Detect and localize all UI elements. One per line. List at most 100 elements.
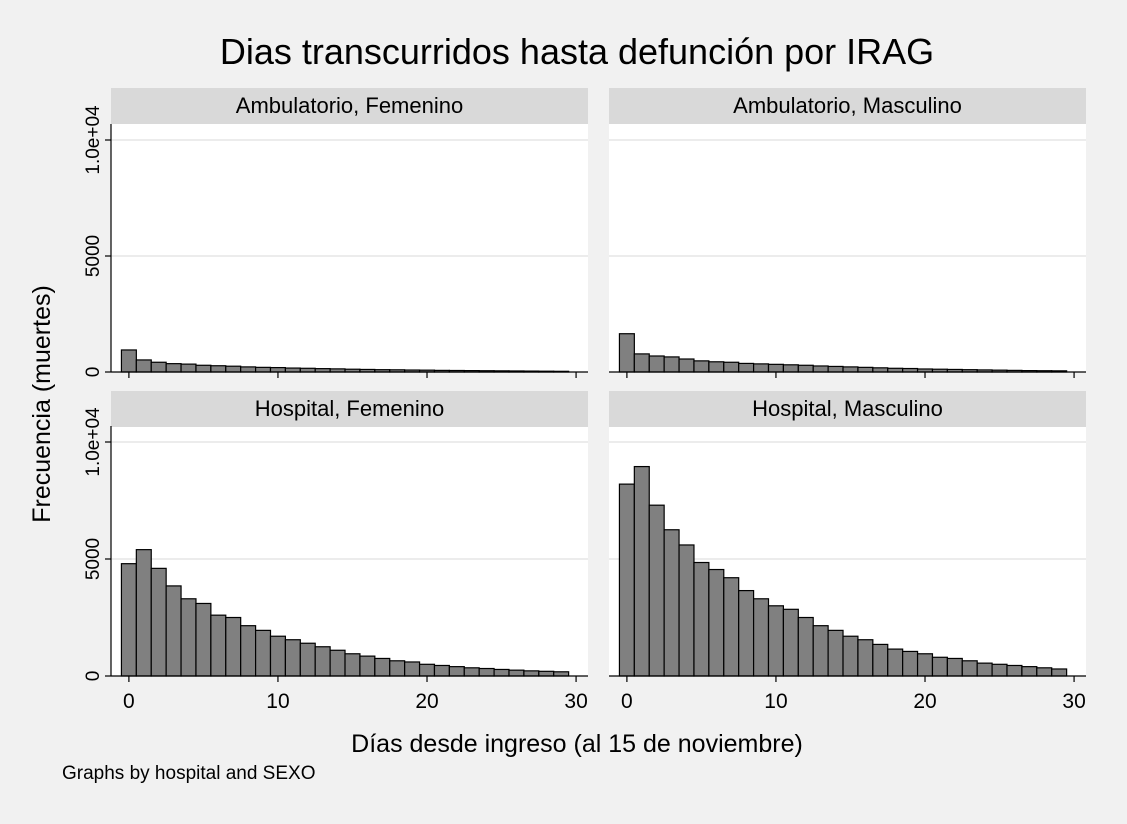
panel-strip xyxy=(111,391,588,427)
panel: Ambulatorio, Femenino 0 5000 1.0e+04 xyxy=(83,88,588,378)
graphs-by-note: Graphs by hospital and SEXO xyxy=(62,763,315,784)
histogram-bar xyxy=(553,671,570,677)
histogram-bar xyxy=(120,349,137,373)
histogram-bar xyxy=(210,365,227,373)
histogram-bar xyxy=(693,360,710,373)
histogram-bar xyxy=(240,625,257,677)
histogram-bar xyxy=(693,561,710,677)
histogram-bar xyxy=(240,366,257,373)
histogram-bar xyxy=(648,504,665,677)
histogram-bar xyxy=(433,664,450,677)
histogram-bar xyxy=(135,549,152,677)
histogram-bar xyxy=(254,629,272,677)
histogram-bar xyxy=(782,364,799,373)
histogram-bar xyxy=(150,361,167,373)
histogram-bar xyxy=(842,635,859,677)
histogram-bar xyxy=(180,363,197,373)
histogram-bar xyxy=(872,643,889,677)
histogram-bar xyxy=(991,663,1008,677)
histogram-bar xyxy=(827,629,844,677)
histogram-bar xyxy=(857,366,874,373)
histogram-bar xyxy=(180,598,197,677)
histogram-bar xyxy=(523,670,540,677)
histogram-bar xyxy=(195,364,212,373)
histogram-bar xyxy=(165,585,182,677)
panel-label: Ambulatorio, Femenino xyxy=(236,93,463,118)
y-tick-label: 5000 xyxy=(83,235,104,277)
histogram-bar xyxy=(976,662,993,677)
histogram-bar xyxy=(663,529,680,677)
histogram-bar xyxy=(902,650,919,677)
histogram-bar xyxy=(633,465,650,677)
panel-strip xyxy=(111,88,588,124)
panel: Hospital, Femenino 0 5000 1.0e+04 0 10 20 30 xyxy=(83,391,588,713)
panel-strip xyxy=(609,391,1086,427)
panels-group: Ambulatorio, Femenino 0 5000 1.0e+04 Ambulat… xyxy=(83,88,1086,713)
histogram-bar xyxy=(463,667,480,677)
histogram-bar xyxy=(812,365,829,373)
histogram-bar xyxy=(782,608,799,677)
histogram-bar xyxy=(946,657,963,677)
histogram-bar xyxy=(135,359,152,373)
histogram-bar xyxy=(618,483,635,677)
histogram-bar xyxy=(344,653,361,677)
histogram-bar xyxy=(797,364,814,373)
x-tick-label: 0 xyxy=(123,690,135,713)
histogram-bar xyxy=(797,616,814,677)
histogram-bar xyxy=(225,365,242,373)
panel-strip xyxy=(609,88,1086,124)
histogram-bar xyxy=(1036,667,1053,677)
y-tick-label: 1.0e+04 xyxy=(83,407,104,477)
histogram-bar xyxy=(359,655,376,677)
histogram-bar xyxy=(1051,668,1068,677)
x-axis-label: Días desde ingreso (al 15 de noviembre) xyxy=(351,730,803,758)
histogram-bar xyxy=(663,356,680,373)
histogram-bar xyxy=(210,614,227,677)
histogram-bar xyxy=(872,367,889,373)
histogram-bar xyxy=(165,363,182,373)
x-tick-label: 10 xyxy=(266,690,289,713)
histogram-bar xyxy=(842,366,859,373)
histogram-bar xyxy=(508,669,525,677)
histogram-bar xyxy=(1006,664,1023,677)
histogram-bar xyxy=(887,648,904,677)
panel-label: Hospital, Femenino xyxy=(255,396,445,421)
y-tick-label: 5000 xyxy=(83,538,104,580)
histogram-bar xyxy=(961,660,978,677)
histogram-bar xyxy=(812,625,829,677)
histogram-bar xyxy=(708,361,725,373)
plot-area xyxy=(609,124,1086,372)
histogram-bar xyxy=(448,666,465,677)
histogram-bar xyxy=(299,642,316,677)
panel-label: Hospital, Masculino xyxy=(752,396,943,421)
histogram-bar xyxy=(195,602,212,677)
histogram-bar xyxy=(374,657,391,677)
histogram-bar xyxy=(678,544,695,677)
histogram-bar xyxy=(254,366,272,373)
histogram-bar xyxy=(314,646,331,677)
histogram-bar xyxy=(478,667,495,677)
chart-title: Dias transcurridos hasta defunción por I… xyxy=(220,31,934,72)
histogram-bar xyxy=(404,661,421,677)
histogram-bar xyxy=(225,616,242,677)
histogram-bar xyxy=(738,362,755,373)
histogram-bar xyxy=(418,663,436,677)
histogram-bar xyxy=(329,649,346,677)
histogram-bar xyxy=(767,363,785,373)
x-tick-label: 20 xyxy=(913,690,936,713)
x-tick-label: 20 xyxy=(415,690,438,713)
histogram-bar xyxy=(723,361,740,373)
histogram-bar xyxy=(827,365,844,373)
histogram-bar xyxy=(857,639,874,677)
histogram-bar xyxy=(767,605,785,677)
histogram-bar xyxy=(269,366,287,373)
y-tick-label: 0 xyxy=(83,367,104,378)
histogram-bar xyxy=(752,363,770,373)
histogram-bar xyxy=(389,660,406,677)
panel-label: Ambulatorio, Masculino xyxy=(733,93,962,118)
histogram-bar xyxy=(284,639,301,677)
histogram-bar xyxy=(633,353,650,373)
histogram-bar xyxy=(538,670,555,677)
histogram-bar xyxy=(916,653,934,677)
y-tick-label: 0 xyxy=(83,671,104,682)
